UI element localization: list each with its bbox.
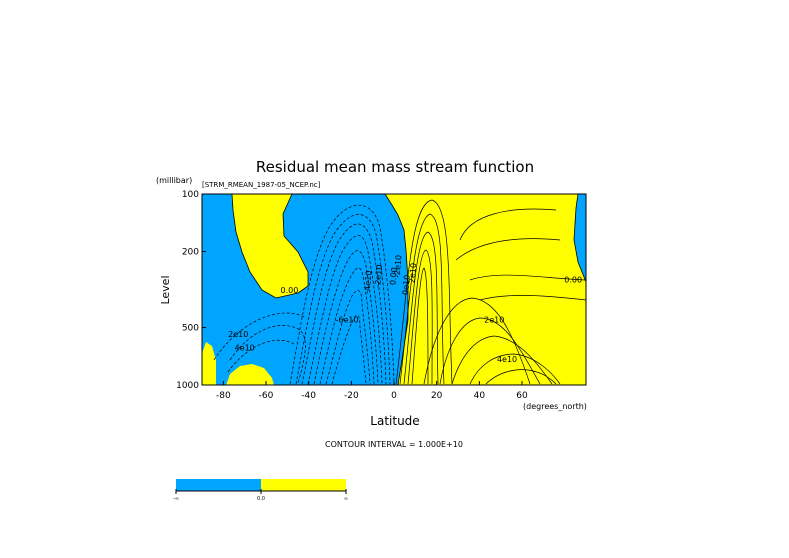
y-tick-label: 500 bbox=[182, 324, 199, 334]
contour-label: 4e10 bbox=[235, 344, 255, 353]
positive-region-south-upper bbox=[232, 194, 308, 298]
x-tick-label: -20 bbox=[344, 391, 359, 401]
x-axis-ticks: -80 -60 -40 -20 0 20 40 60 bbox=[216, 381, 528, 401]
x-tick-label: 60 bbox=[516, 391, 528, 401]
contour-label: 4e10 bbox=[497, 355, 517, 364]
colorbar-label-max: ∞ bbox=[344, 496, 348, 502]
negative-contours bbox=[213, 204, 395, 385]
contour-label: 0.00 bbox=[564, 275, 582, 284]
y-axis-label: Level bbox=[159, 275, 172, 304]
x-tick-label: -40 bbox=[301, 391, 316, 401]
y-tick-label: 200 bbox=[182, 247, 199, 257]
contour-label: -6e10 bbox=[336, 315, 359, 324]
colorbar-label-zero: 0.0 bbox=[257, 496, 265, 502]
x-axis-label: Latitude bbox=[370, 414, 419, 428]
dataset-label: [STRM_RMEAN_1987-05_NCEP.nc] bbox=[202, 181, 321, 189]
contour-label: 0.00 bbox=[388, 267, 399, 286]
y-axis-units: (millibar) bbox=[156, 176, 192, 185]
y-axis-ticks: 100 200 500 1000 bbox=[176, 190, 206, 391]
positive-region-south-polar bbox=[226, 364, 274, 385]
y-tick-label: 100 bbox=[182, 190, 199, 200]
colorbar: -∞ 0.0 ∞ bbox=[173, 479, 348, 502]
contour-label: 0e10 bbox=[401, 274, 412, 295]
x-tick-label: -80 bbox=[216, 391, 231, 401]
positive-region-south-surface bbox=[202, 342, 216, 385]
contour-label: -2e10 bbox=[373, 264, 384, 288]
chart-title: Residual mean mass stream function bbox=[256, 158, 534, 176]
x-tick-label: 0 bbox=[391, 391, 397, 401]
contour-label: -4e10 bbox=[363, 270, 374, 294]
x-axis-units: (degrees_north) bbox=[523, 402, 587, 411]
y-tick-label: 1000 bbox=[176, 381, 199, 391]
contour-label: -2e10 bbox=[392, 255, 403, 279]
x-tick-label: 20 bbox=[431, 391, 443, 401]
contour-interval-text: CONTOUR INTERVAL = 1.000E+10 bbox=[325, 440, 463, 449]
positive-region-north bbox=[385, 194, 586, 385]
colorbar-label-min: -∞ bbox=[173, 496, 179, 502]
contour-label: 2e10 bbox=[228, 330, 248, 339]
contour-label: 0.00 bbox=[281, 286, 299, 295]
contour-label: 2e10 bbox=[484, 315, 504, 324]
colorbar-negative-swatch bbox=[176, 479, 261, 491]
contour-label: 2e10 bbox=[407, 263, 418, 284]
x-tick-label: -60 bbox=[259, 391, 274, 401]
positive-contours bbox=[395, 199, 586, 385]
x-tick-label: 40 bbox=[474, 391, 486, 401]
colorbar-positive-swatch bbox=[261, 479, 346, 491]
